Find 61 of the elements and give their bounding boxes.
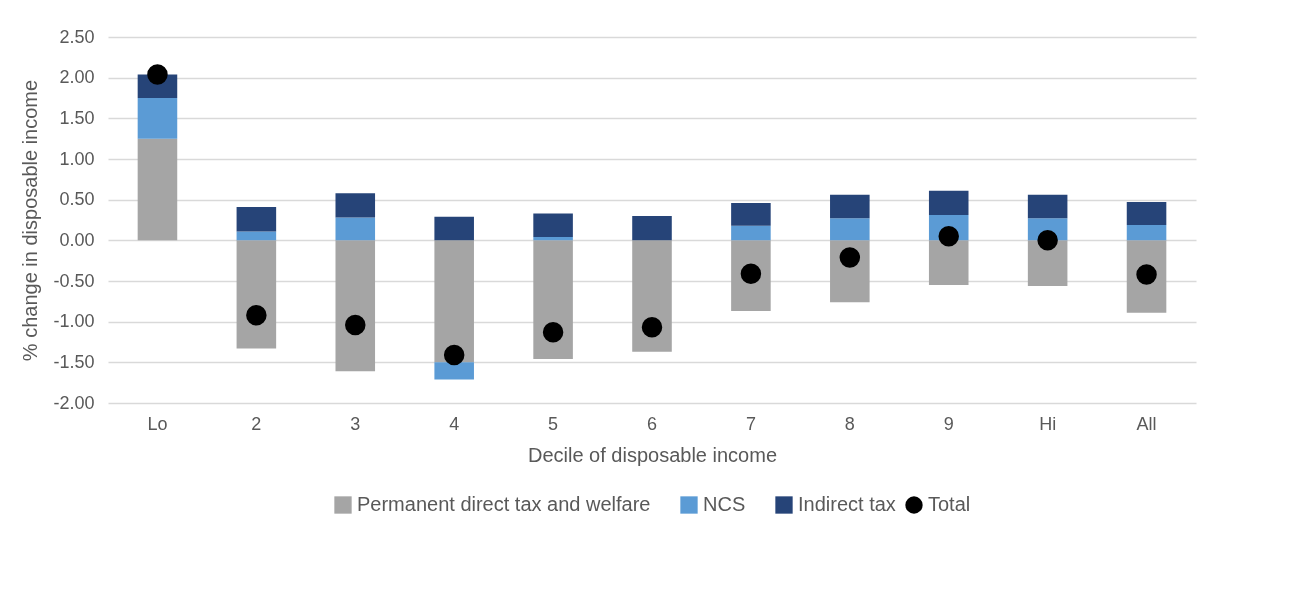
point (246, 304, 267, 326)
bar (335, 240, 376, 372)
bar (632, 215, 672, 241)
x-tick-label: 4 (449, 413, 460, 434)
bar (830, 218, 870, 241)
bar (236, 206, 277, 232)
y-tick-label: 1.00 (59, 148, 95, 169)
bar (434, 240, 474, 363)
x-tick-label: 9 (943, 413, 954, 434)
bar (335, 193, 376, 218)
point (345, 314, 366, 336)
bar (1126, 202, 1167, 225)
bar (533, 240, 573, 360)
bar (731, 225, 771, 241)
y-tick-label: 0.00 (59, 229, 95, 250)
x-tick-label: Lo (147, 413, 168, 434)
x-tick-label: 6 (646, 413, 658, 434)
x-tick-label: 5 (548, 413, 559, 434)
point (1037, 230, 1058, 251)
y-tick-label: -1.50 (53, 351, 95, 372)
bar (632, 240, 672, 352)
y-tick-label: -0.50 (53, 270, 95, 291)
point (542, 322, 564, 343)
bar (236, 240, 277, 349)
legend-label: NCS (703, 493, 746, 515)
point (443, 344, 465, 366)
y-tick-label: 0.50 (59, 189, 95, 210)
bar (236, 231, 277, 241)
legend-label: Indirect tax (798, 493, 896, 515)
bar (533, 237, 573, 241)
y-axis-title: % change in disposable income (19, 79, 42, 362)
y-tick-label: 2.00 (59, 67, 95, 88)
bar (434, 216, 474, 241)
y-tick-label: -2.00 (53, 392, 95, 413)
y-tick-label: -1.00 (53, 311, 95, 332)
bar (1027, 240, 1068, 286)
y-tick-label: 2.50 (59, 26, 95, 47)
bar (137, 138, 178, 241)
bar (928, 240, 969, 286)
point (839, 247, 861, 268)
bar (335, 217, 376, 241)
bar (434, 362, 474, 380)
legend-label: Total (928, 493, 971, 515)
point (147, 64, 168, 85)
bar (830, 194, 870, 219)
x-tick-label: All (1136, 413, 1157, 434)
bar (1027, 194, 1068, 219)
x-axis-title: Decile of disposable income (527, 443, 778, 466)
x-tick-label: 2 (251, 413, 262, 434)
x-tick-label: 8 (844, 413, 855, 434)
x-tick-label: 3 (350, 413, 361, 434)
point (641, 317, 663, 338)
bar (1126, 224, 1167, 241)
bar (533, 213, 573, 238)
y-tick-label: 1.50 (59, 107, 95, 128)
legend-label: Permanent direct tax and welfare (357, 493, 651, 515)
bar (137, 98, 178, 139)
bar (928, 190, 969, 216)
bar (731, 202, 771, 226)
x-tick-label: Hi (1039, 413, 1057, 434)
x-tick-label: 7 (745, 413, 756, 434)
